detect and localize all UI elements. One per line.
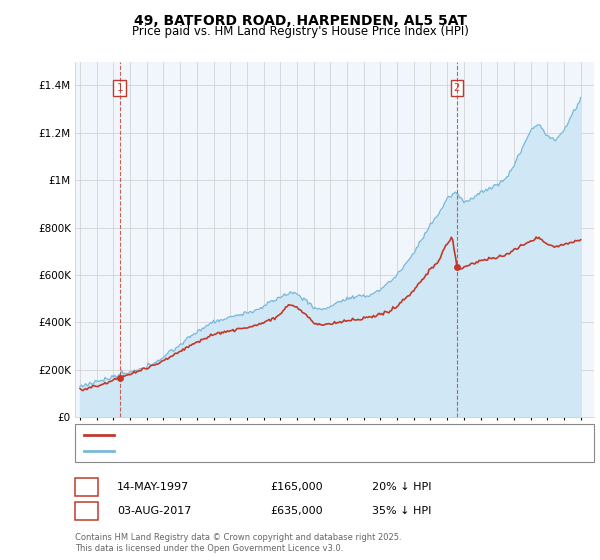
Text: 35% ↓ HPI: 35% ↓ HPI (372, 506, 431, 516)
Text: 2: 2 (454, 83, 460, 92)
Text: 03-AUG-2017: 03-AUG-2017 (117, 506, 191, 516)
Text: 1: 1 (83, 482, 90, 492)
Text: HPI: Average price, detached house, St Albans: HPI: Average price, detached house, St A… (120, 446, 362, 456)
Text: £635,000: £635,000 (270, 506, 323, 516)
Text: 14-MAY-1997: 14-MAY-1997 (117, 482, 189, 492)
Text: 2: 2 (83, 506, 90, 516)
Text: 49, BATFORD ROAD, HARPENDEN, AL5 5AT (detached house): 49, BATFORD ROAD, HARPENDEN, AL5 5AT (de… (120, 430, 437, 440)
Text: £165,000: £165,000 (270, 482, 323, 492)
Text: 1: 1 (116, 83, 122, 92)
Text: 20% ↓ HPI: 20% ↓ HPI (372, 482, 431, 492)
Text: Price paid vs. HM Land Registry's House Price Index (HPI): Price paid vs. HM Land Registry's House … (131, 25, 469, 38)
Text: 49, BATFORD ROAD, HARPENDEN, AL5 5AT: 49, BATFORD ROAD, HARPENDEN, AL5 5AT (133, 14, 467, 28)
Text: Contains HM Land Registry data © Crown copyright and database right 2025.
This d: Contains HM Land Registry data © Crown c… (75, 533, 401, 553)
